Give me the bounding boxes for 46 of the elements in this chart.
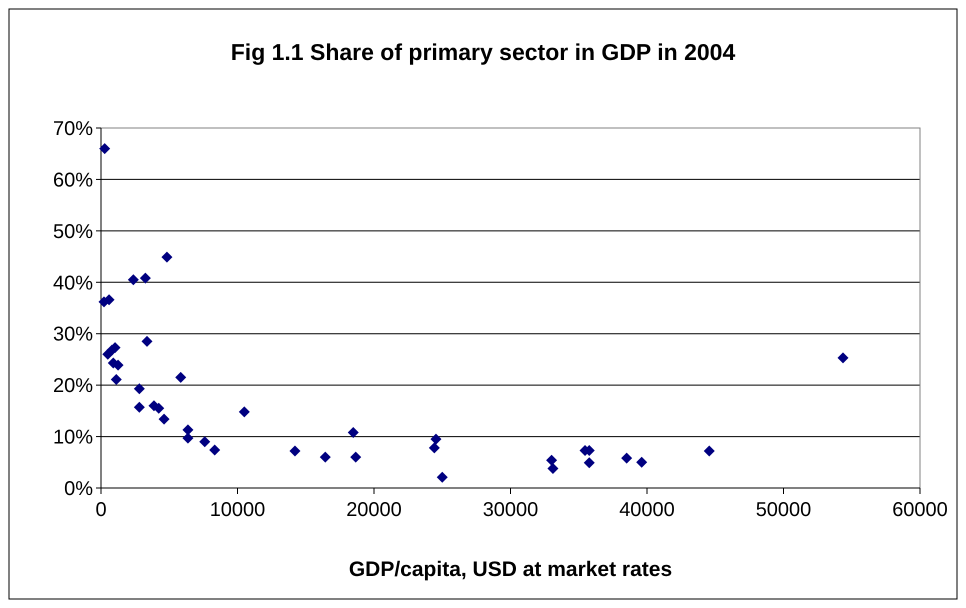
x-tick-label: 60000: [892, 499, 948, 521]
point: [140, 272, 151, 284]
y-tick-label: 70%: [52, 118, 94, 140]
point: [182, 432, 194, 444]
point: [289, 445, 300, 456]
point: [621, 452, 632, 464]
point: [175, 372, 186, 383]
point: [110, 374, 122, 385]
x-tick-label: 20000: [346, 499, 402, 521]
point: [134, 402, 145, 413]
x-axis-title: GDP/capita, USD at market rates: [348, 558, 672, 581]
y-tick-label: 30%: [52, 324, 94, 346]
point: [238, 406, 250, 418]
chart-title: Fig 1.1 Share of primary sector in GDP in 2004: [230, 39, 736, 65]
point: [161, 252, 172, 263]
x-tick-label: 0: [95, 499, 107, 521]
y-tick-label: 60%: [52, 169, 94, 192]
point: [134, 383, 145, 394]
point: [209, 444, 220, 456]
point: [99, 143, 110, 154]
x-tick-label: 50000: [756, 499, 812, 521]
point: [436, 472, 448, 483]
point: [128, 274, 139, 286]
x-tick-label: 30000: [482, 499, 538, 521]
point: [199, 436, 210, 448]
point: [320, 452, 331, 463]
point: [158, 414, 170, 425]
point: [547, 462, 558, 474]
x-tick-label: 40000: [619, 499, 675, 521]
point: [142, 336, 152, 347]
y-tick-label: 40%: [52, 272, 94, 294]
point: [350, 452, 362, 463]
point: [546, 454, 558, 466]
point: [636, 456, 648, 468]
y-tick-label: 0%: [64, 478, 94, 500]
y-tick-label: 10%: [52, 426, 94, 449]
y-tick-label: 20%: [52, 375, 94, 398]
point: [838, 352, 849, 364]
x-tick-label: 10000: [210, 499, 266, 521]
point: [182, 424, 194, 436]
point: [428, 442, 440, 454]
y-tick-label: 50%: [52, 220, 94, 243]
point: [430, 434, 442, 445]
point: [348, 426, 359, 438]
point: [704, 445, 715, 456]
point: [584, 457, 595, 468]
